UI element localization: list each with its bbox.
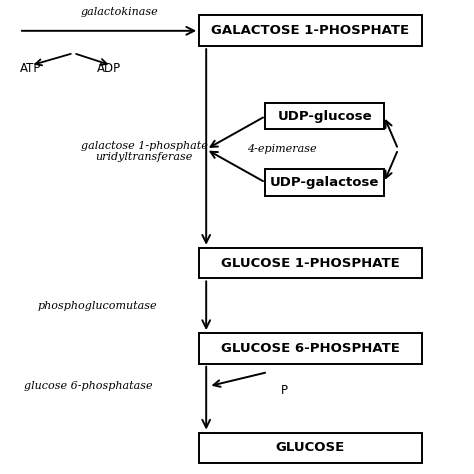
Text: ATP: ATP bbox=[20, 62, 42, 75]
Text: glucose 6-phosphatase: glucose 6-phosphatase bbox=[24, 381, 152, 392]
Text: UDP-galactose: UDP-galactose bbox=[270, 176, 379, 189]
Text: galactose 1-phosphate
uridyltransferase: galactose 1-phosphate uridyltransferase bbox=[81, 141, 208, 163]
Text: ADP: ADP bbox=[97, 62, 121, 75]
Text: galactokinase: galactokinase bbox=[81, 7, 158, 17]
Text: GLUCOSE 1-PHOSPHATE: GLUCOSE 1-PHOSPHATE bbox=[221, 256, 400, 270]
Text: UDP-glucose: UDP-glucose bbox=[277, 109, 372, 123]
Bar bbox=[265, 103, 384, 129]
Bar bbox=[199, 333, 422, 364]
Text: GLUCOSE 6-PHOSPHATE: GLUCOSE 6-PHOSPHATE bbox=[221, 342, 400, 355]
Text: phosphoglucomutase: phosphoglucomutase bbox=[38, 301, 157, 311]
Text: GLUCOSE: GLUCOSE bbox=[276, 441, 345, 455]
Text: GALACTOSE 1-PHOSPHATE: GALACTOSE 1-PHOSPHATE bbox=[211, 24, 410, 37]
Bar bbox=[265, 169, 384, 195]
Text: P: P bbox=[281, 383, 288, 397]
Bar bbox=[199, 15, 422, 46]
Text: 4-epimerase: 4-epimerase bbox=[247, 144, 317, 155]
Bar bbox=[199, 432, 422, 464]
Bar bbox=[199, 248, 422, 279]
